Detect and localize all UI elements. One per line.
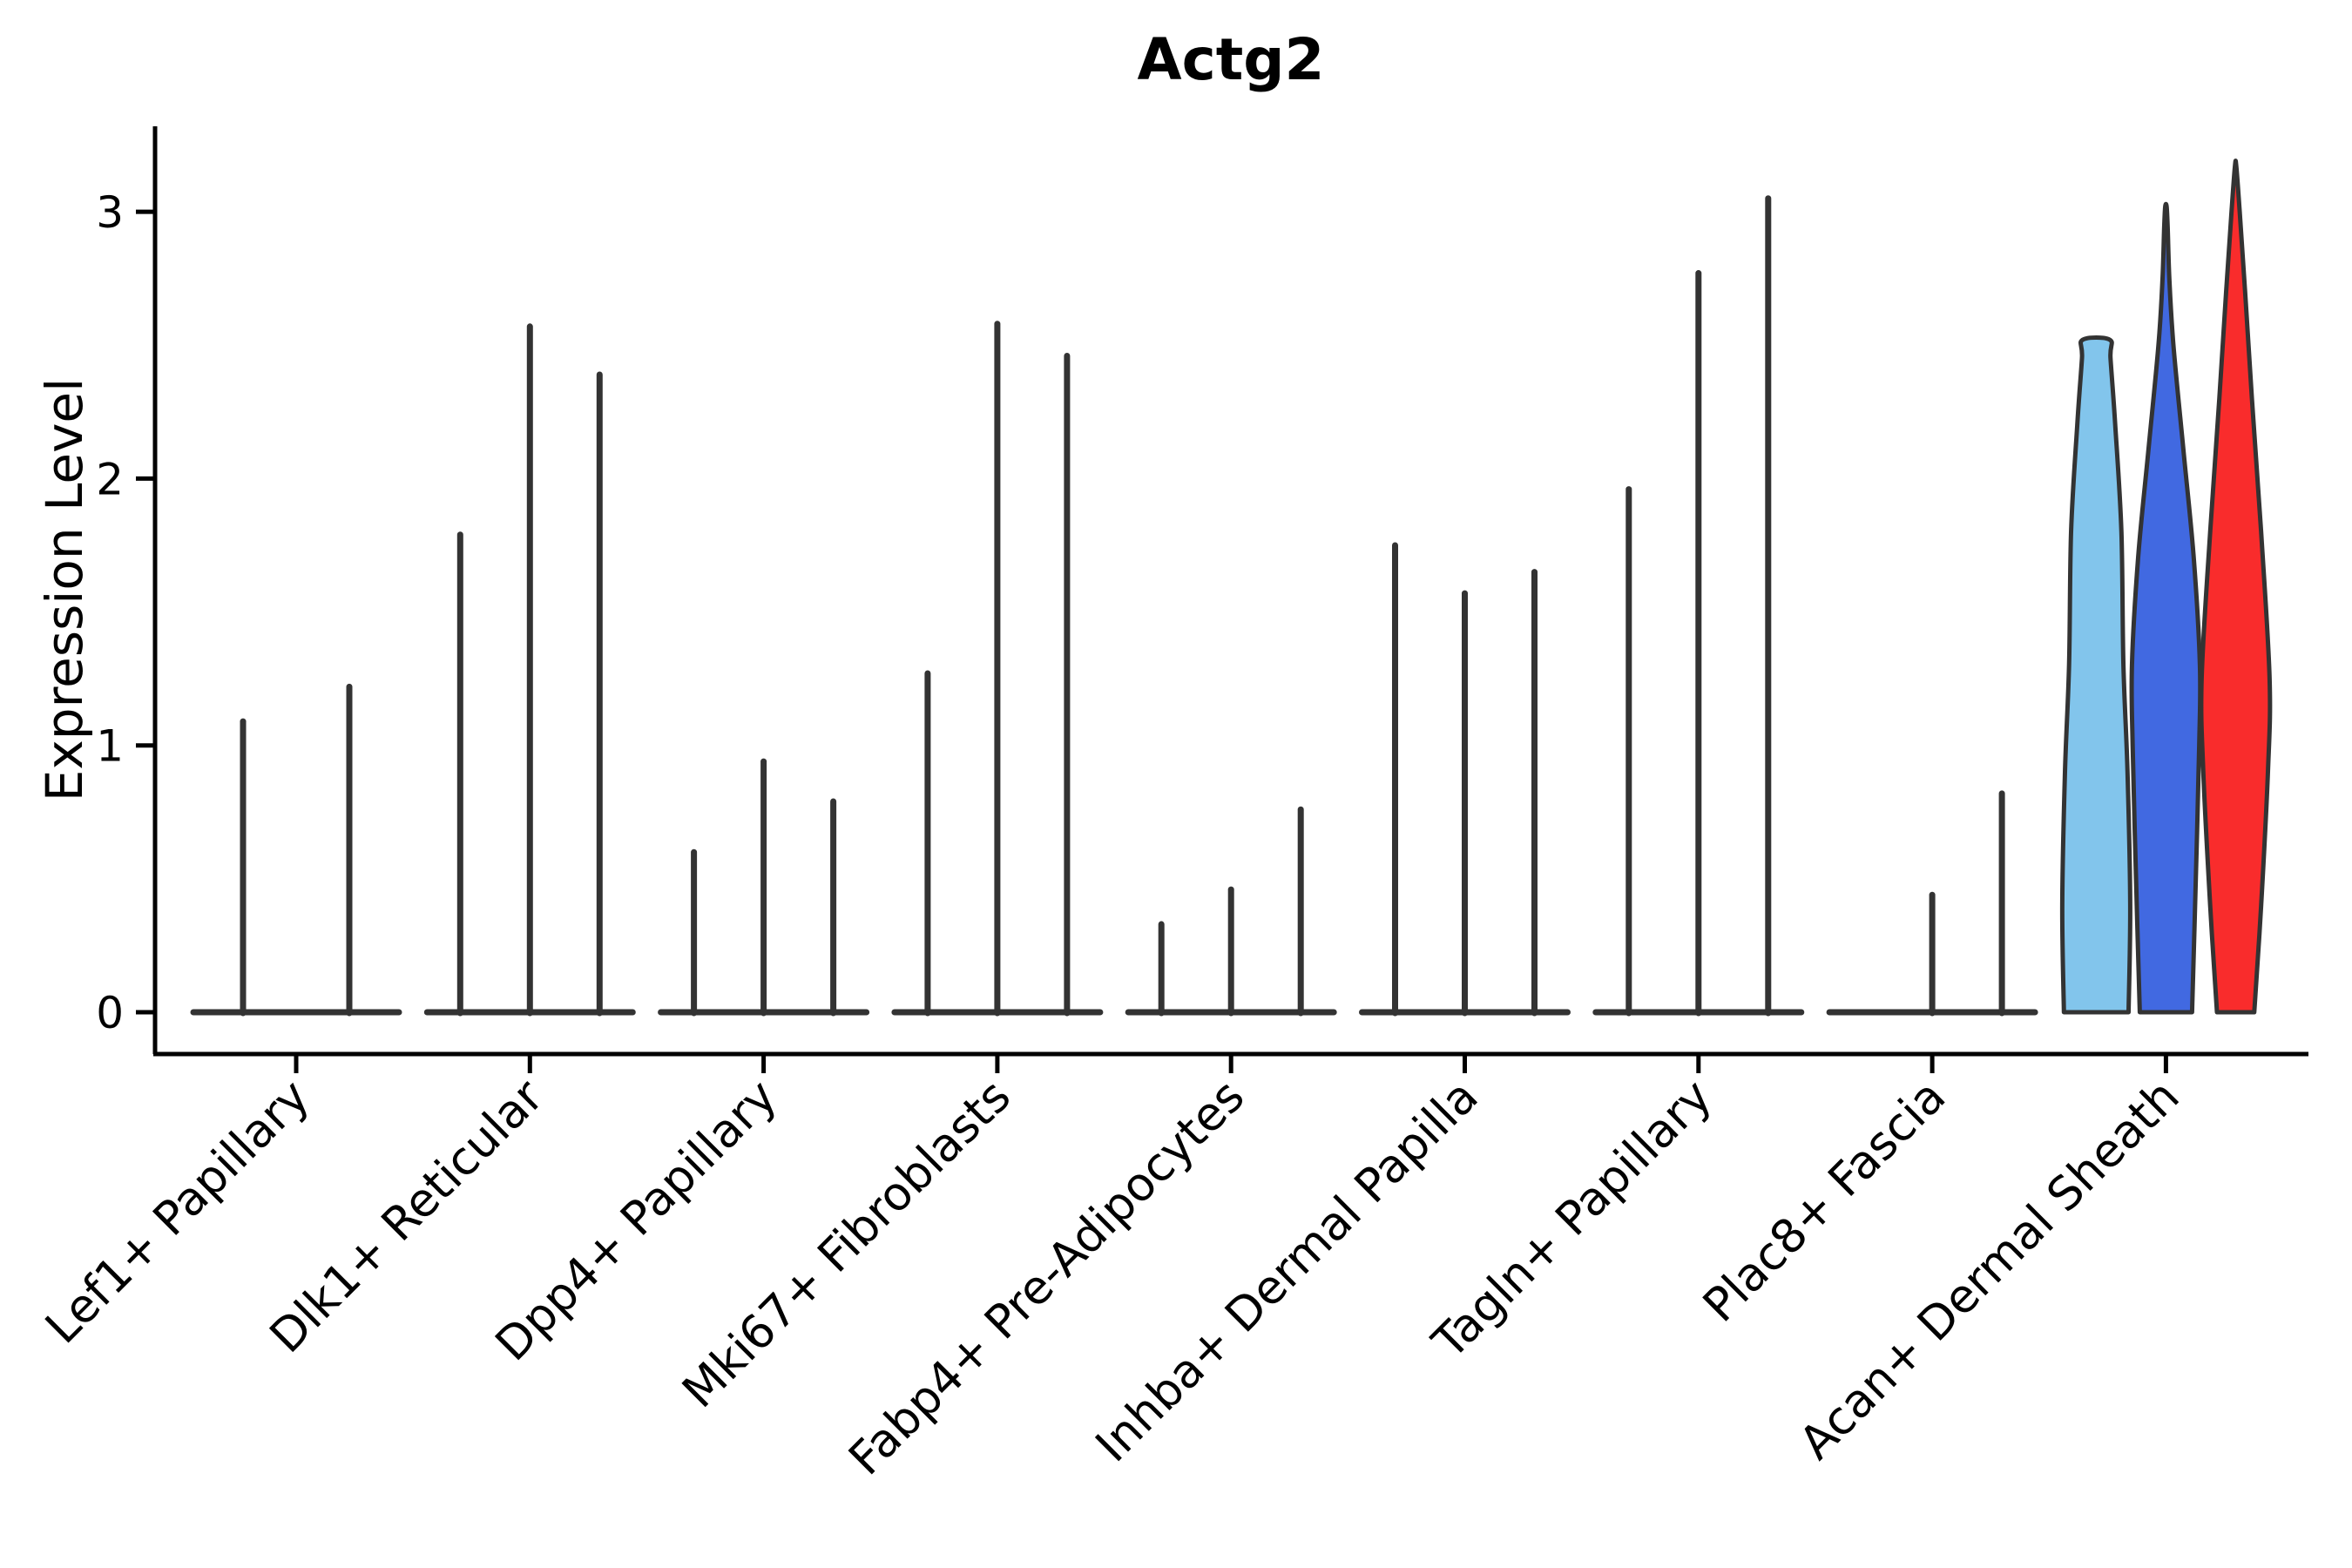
violin-filled: [2129, 201, 2203, 1015]
y-tick-label: 2: [96, 454, 124, 504]
violin-filled: [2199, 159, 2273, 1015]
x-tick-label: Inhba+ Dermal Papilla: [1086, 1070, 1489, 1472]
x-tick-label: Plac8+ Fascia: [1693, 1070, 1956, 1332]
y-tick-label: 3: [96, 187, 124, 238]
chart-title: Actg2: [1137, 26, 1325, 93]
y-tick-label: 0: [96, 988, 124, 1038]
x-tick-label: Acan+ Dermal Sheath: [1789, 1070, 2189, 1470]
violin-filled: [2059, 335, 2132, 1015]
y-tick-label: 1: [96, 721, 124, 772]
x-tick-label: Fabp4+ Pre-Adipocytes: [839, 1070, 1254, 1485]
